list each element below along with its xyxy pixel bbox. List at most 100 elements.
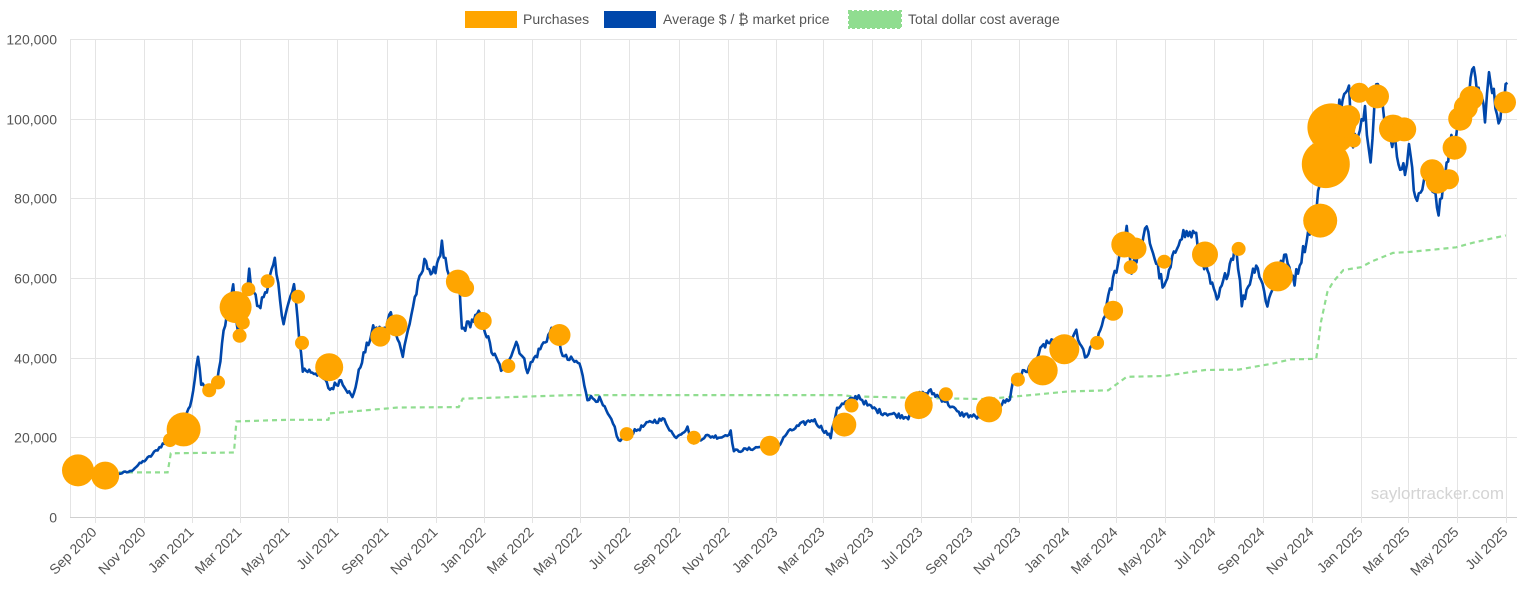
- purchase-bubble[interactable]: [456, 279, 475, 297]
- purchase-bubble[interactable]: [501, 359, 516, 373]
- x-tick-label: May 2024: [1115, 524, 1170, 579]
- purchase-bubble[interactable]: [219, 291, 252, 324]
- x-tick-label: Sep 2022: [630, 524, 684, 578]
- legend: Purchases Average $ / ₿ market price Tot…: [465, 10, 1060, 29]
- x-tick-label: May 2022: [530, 524, 585, 579]
- purchase-bubble[interactable]: [1494, 91, 1516, 114]
- purchase-bubble[interactable]: [1459, 86, 1484, 110]
- purchase-bubble[interactable]: [1123, 260, 1138, 275]
- purchase-bubble[interactable]: [315, 353, 344, 382]
- legend-swatch-market-price: [604, 11, 656, 28]
- price-series-group: [80, 66, 1509, 478]
- purchase-bubble[interactable]: [1049, 334, 1080, 365]
- purchase-bubble[interactable]: [619, 427, 634, 442]
- purchase-bubble[interactable]: [211, 375, 225, 390]
- dca-line: [110, 234, 1507, 474]
- purchase-bubble[interactable]: [976, 396, 1003, 423]
- x-tick-label: Jan 2022: [437, 524, 489, 576]
- legend-label-dca: Total dollar cost average: [908, 11, 1060, 27]
- x-tick-label: Sep 2020: [46, 524, 100, 578]
- purchase-bubble[interactable]: [904, 391, 933, 420]
- legend-label-purchases: Purchases: [523, 11, 589, 27]
- purchase-bubble[interactable]: [1336, 105, 1361, 130]
- purchase-bubble[interactable]: [1439, 169, 1459, 190]
- purchase-bubble[interactable]: [1346, 133, 1361, 148]
- purchase-bubble[interactable]: [759, 435, 780, 456]
- x-tick-label: May 2023: [822, 524, 877, 579]
- legend-item-purchases[interactable]: Purchases: [465, 11, 589, 28]
- purchase-bubble[interactable]: [1365, 84, 1389, 109]
- x-tick-label: Jul 2022: [585, 524, 634, 573]
- x-tick-label: Mar 2023: [774, 524, 827, 577]
- x-gridlines: [70, 39, 1507, 523]
- legend-swatch-purchases: [465, 11, 517, 28]
- watermark: saylortracker.com: [1371, 484, 1504, 503]
- purchase-bubble[interactable]: [1349, 82, 1370, 103]
- purchase-bubble[interactable]: [291, 289, 305, 304]
- purchase-bubble[interactable]: [1103, 300, 1124, 321]
- purchase-bubble[interactable]: [1124, 237, 1147, 260]
- x-tick-label: Jan 2024: [1021, 524, 1073, 576]
- x-tick-label: Mar 2025: [1359, 524, 1412, 577]
- purchase-bubble[interactable]: [1090, 335, 1105, 350]
- purchase-bubble[interactable]: [166, 412, 201, 447]
- purchase-bubble[interactable]: [1392, 117, 1417, 142]
- x-tick-label: Jan 2023: [729, 524, 781, 576]
- y-axis-tick-labels: 0 20,000 40,000 60,000 80,000 100,000 120,000: [6, 32, 57, 526]
- purchase-bubble[interactable]: [1192, 241, 1218, 268]
- y-tick-label: 100,000: [6, 112, 57, 128]
- purchase-bubble[interactable]: [1262, 261, 1293, 292]
- purchase-bubble[interactable]: [385, 314, 408, 337]
- x-tick-label: Nov 2020: [95, 524, 149, 578]
- purchase-bubble[interactable]: [370, 326, 391, 347]
- purchase-bubble[interactable]: [295, 335, 309, 350]
- y-tick-label: 40,000: [14, 351, 57, 367]
- purchase-bubble[interactable]: [1010, 372, 1025, 387]
- purchase-bubble[interactable]: [241, 282, 256, 297]
- purchase-bubble[interactable]: [1157, 254, 1172, 269]
- x-tick-label: Nov 2021: [387, 524, 441, 578]
- purchase-bubble[interactable]: [62, 454, 94, 487]
- legend-swatch-dca: [848, 10, 902, 29]
- x-tick-label: Jan 2021: [145, 524, 197, 576]
- y-tick-label: 0: [49, 510, 57, 526]
- legend-item-market-price[interactable]: Average $ / ₿ market price: [604, 11, 830, 28]
- x-tick-label: Jul 2021: [293, 524, 342, 573]
- y-tick-label: 80,000: [14, 191, 57, 207]
- y-tick-label: 60,000: [14, 271, 57, 287]
- x-tick-label: Nov 2023: [970, 524, 1024, 578]
- purchases-series-group: [62, 82, 1516, 490]
- x-tick-label: Mar 2022: [483, 524, 536, 577]
- x-tick-label: Sep 2021: [338, 524, 392, 578]
- purchase-bubble[interactable]: [686, 430, 701, 445]
- purchase-bubble[interactable]: [832, 412, 857, 437]
- purchase-bubble[interactable]: [1027, 355, 1058, 386]
- purchase-bubble[interactable]: [1442, 135, 1467, 160]
- purchase-bubble[interactable]: [548, 324, 571, 346]
- purchase-bubble[interactable]: [844, 398, 859, 413]
- purchase-bubble[interactable]: [473, 312, 492, 330]
- purchase-bubble[interactable]: [260, 274, 275, 289]
- y-tick-label: 120,000: [6, 32, 57, 48]
- dca-series-group: [110, 234, 1507, 474]
- x-tick-label: May 2021: [238, 524, 293, 579]
- purchase-bubble[interactable]: [1231, 241, 1246, 256]
- purchase-bubble[interactable]: [235, 315, 250, 330]
- x-tick-label: May 2025: [1407, 524, 1462, 579]
- purchase-bubble[interactable]: [938, 387, 953, 402]
- x-tick-label: Nov 2022: [679, 524, 733, 578]
- x-tick-label: Sep 2024: [1214, 524, 1268, 578]
- legend-label-market-price: Average $ / ₿ market price: [663, 11, 830, 27]
- purchase-bubble[interactable]: [232, 328, 247, 343]
- x-tick-label: Jan 2025: [1314, 524, 1366, 576]
- x-tick-label: Jul 2023: [877, 524, 926, 573]
- purchase-bubble[interactable]: [1303, 203, 1338, 238]
- x-tick-label: Jul 2024: [1170, 524, 1219, 573]
- x-tick-label: Mar 2021: [191, 524, 244, 577]
- legend-item-dca[interactable]: Total dollar cost average: [848, 10, 1060, 29]
- market-price-line: [80, 66, 1509, 478]
- purchase-bubble[interactable]: [91, 461, 120, 490]
